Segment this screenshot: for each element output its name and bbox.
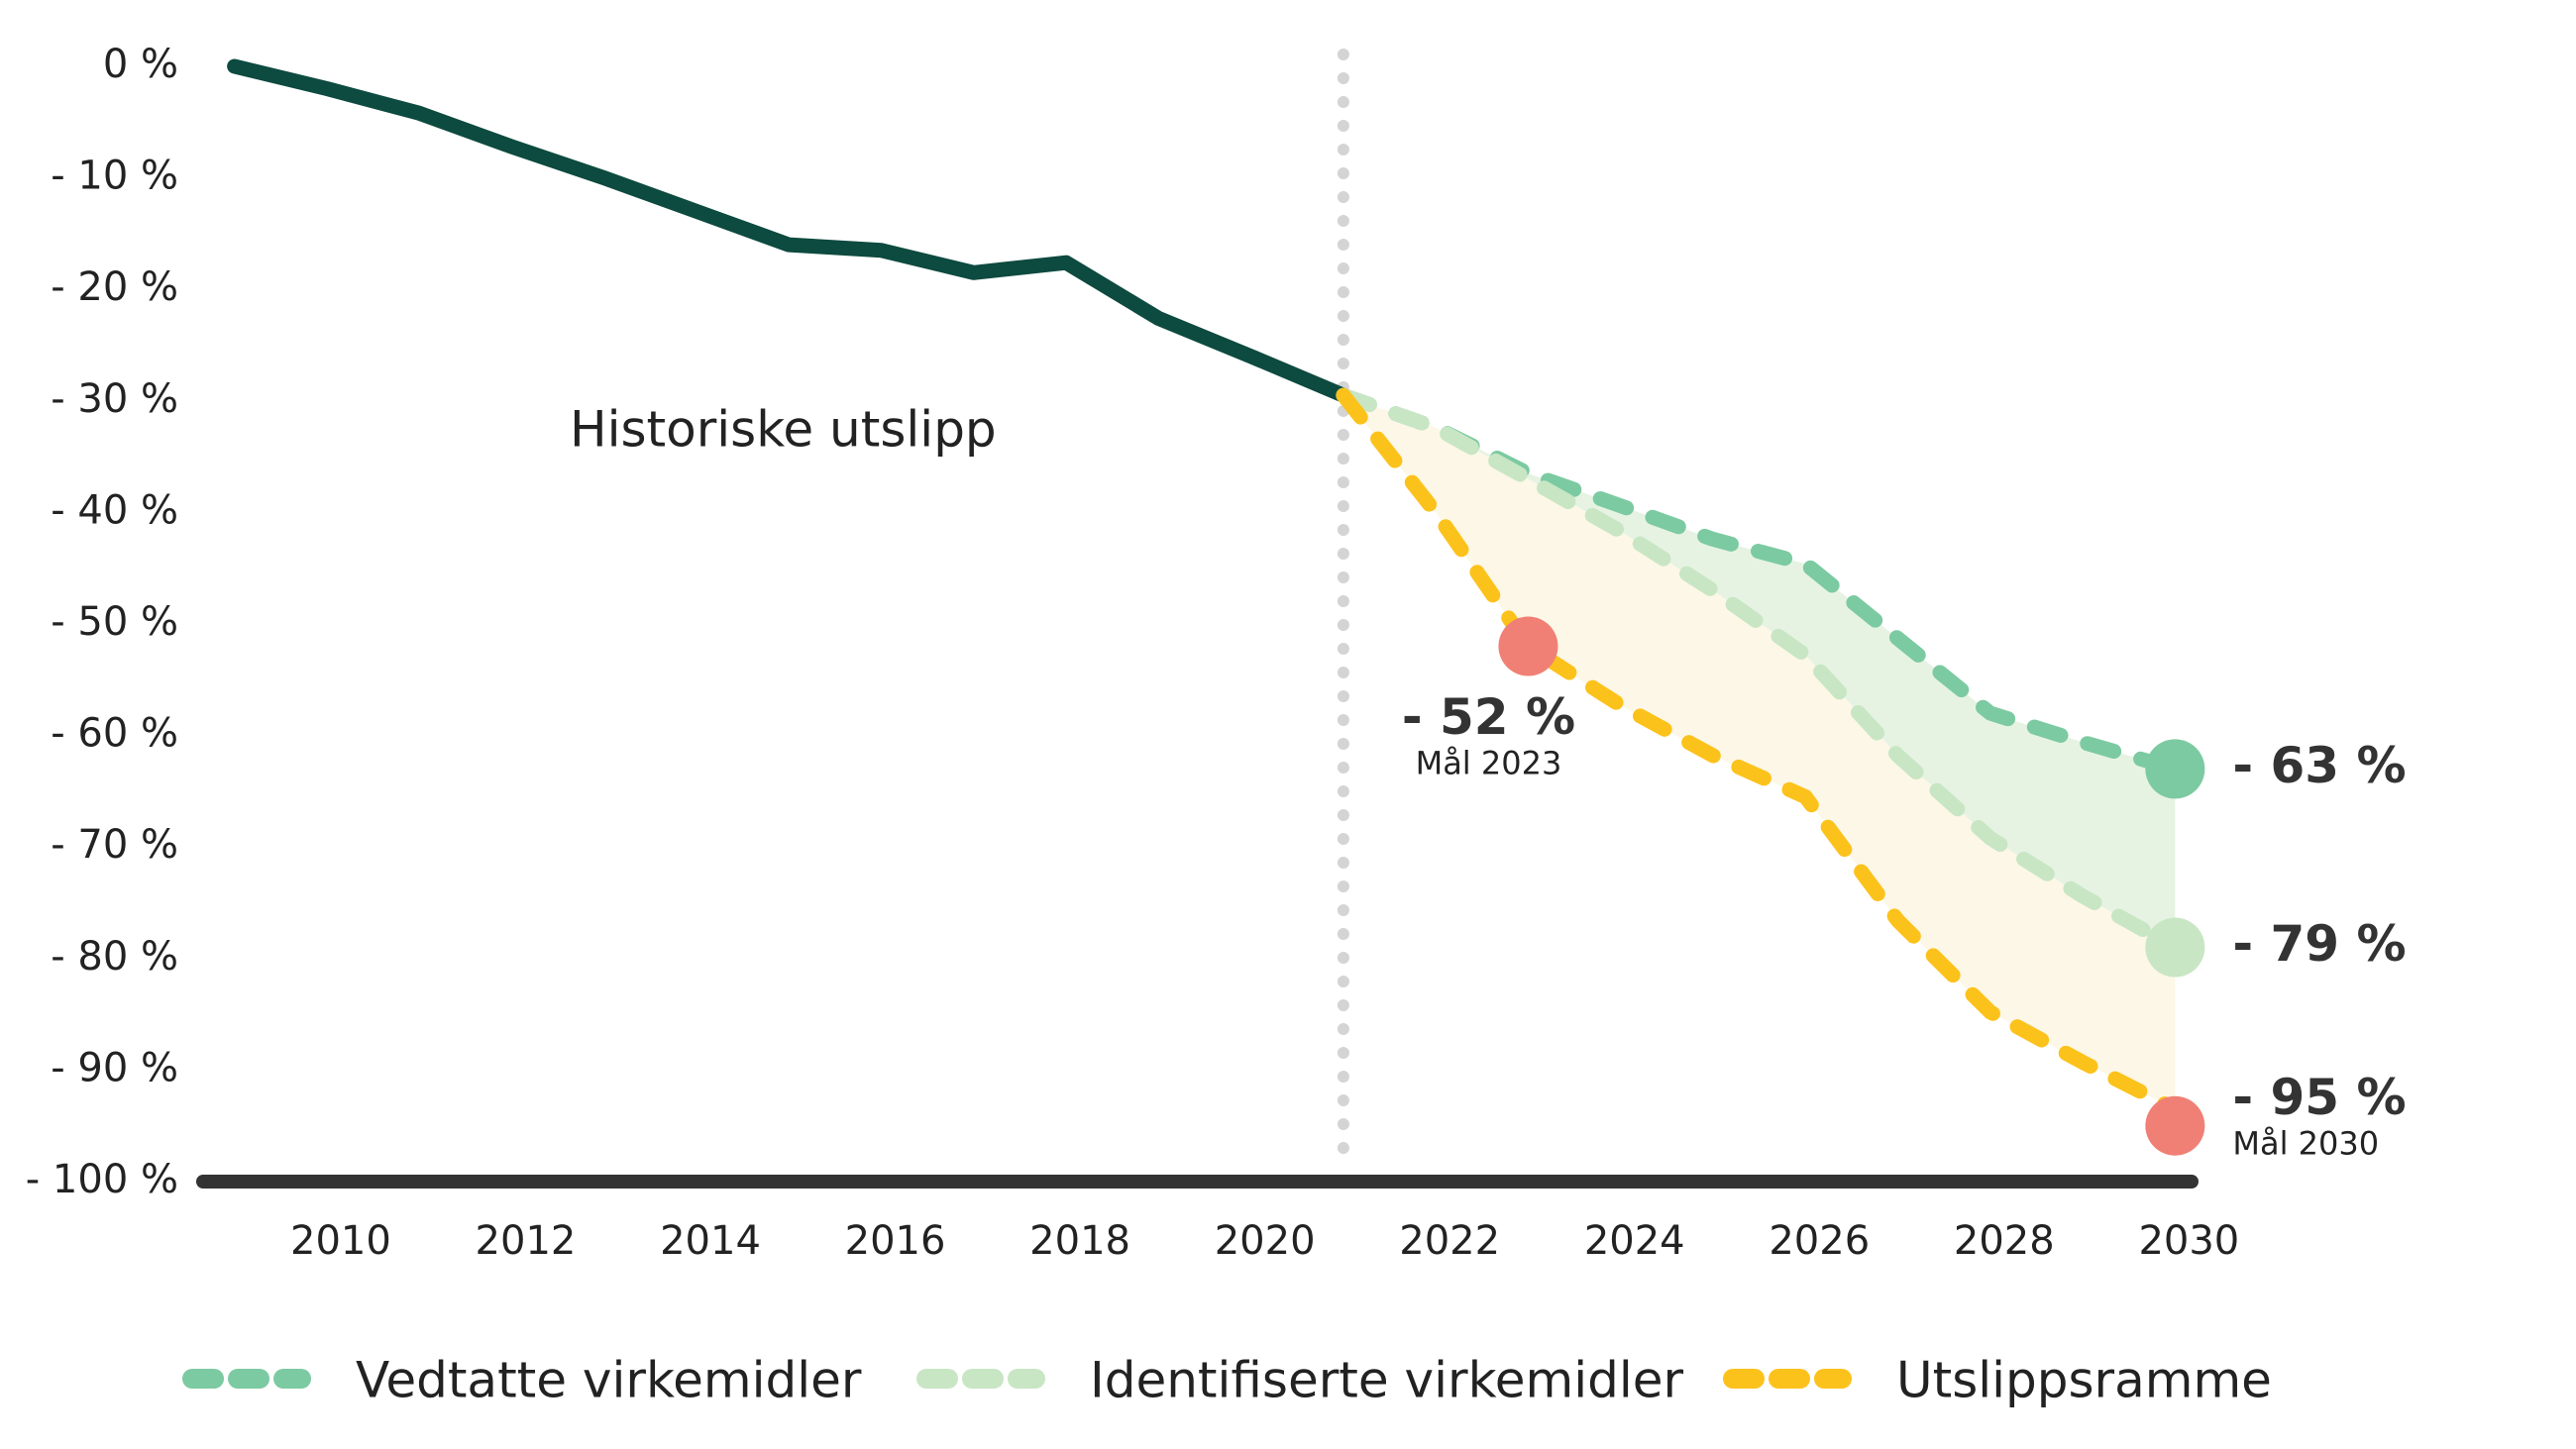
y-tick-label: - 10 % <box>51 154 178 199</box>
x-tick-label: 2010 <box>290 1218 391 1264</box>
y-tick-label: - 30 % <box>51 376 178 422</box>
target-label: - 52 % <box>1402 688 1575 746</box>
series-label: Historiske utslipp <box>570 401 997 459</box>
y-tick-label: 0 % <box>103 42 178 87</box>
target-note: Mål 2023 <box>1416 745 1562 782</box>
y-tick-label: - 20 % <box>51 264 178 310</box>
x-tick-label: 2028 <box>1954 1218 2055 1264</box>
x-tick-label: 2018 <box>1029 1218 1130 1264</box>
y-tick-label: - 70 % <box>51 822 178 868</box>
target-label: - 63 % <box>2232 737 2406 794</box>
target-dot <box>1498 616 1558 676</box>
projection-line <box>1336 387 2183 956</box>
target-dot <box>2145 739 2205 799</box>
target-label: - 95 % <box>2232 1069 2406 1126</box>
y-tick-label: - 80 % <box>51 934 178 980</box>
legend-label: Utslippsramme <box>1896 1352 2272 1409</box>
x-tick-label: 2022 <box>1399 1218 1500 1264</box>
x-tick-label: 2012 <box>476 1218 577 1264</box>
x-tick-label: 2020 <box>1215 1218 1316 1264</box>
x-tick-label: 2016 <box>845 1218 946 1264</box>
legend-label: Vedtatte virkemidler <box>356 1352 862 1409</box>
x-tick-label: 2024 <box>1584 1218 1685 1264</box>
y-tick-label: - 100 % <box>26 1157 178 1202</box>
projection-band <box>1342 395 2176 948</box>
y-tick-label: - 90 % <box>51 1045 178 1090</box>
target-dot <box>2145 917 2205 978</box>
history-line <box>227 58 1351 403</box>
y-tick-label: - 50 % <box>51 599 178 645</box>
x-tick-label: 2026 <box>1769 1218 1870 1264</box>
target-label: - 79 % <box>2232 915 2406 973</box>
y-tick-label: - 60 % <box>51 711 178 757</box>
target-dot <box>2145 1095 2205 1156</box>
x-tick-label: 2014 <box>660 1218 761 1264</box>
projection-band <box>1342 395 2176 1109</box>
legend-label: Identifiserte virkemidler <box>1090 1352 1684 1409</box>
projection-line <box>1336 387 2183 1117</box>
projection-line <box>1336 387 2183 776</box>
target-note: Mål 2030 <box>2232 1125 2379 1163</box>
y-tick-label: - 40 % <box>51 487 178 533</box>
x-tick-label: 2030 <box>2138 1218 2239 1264</box>
